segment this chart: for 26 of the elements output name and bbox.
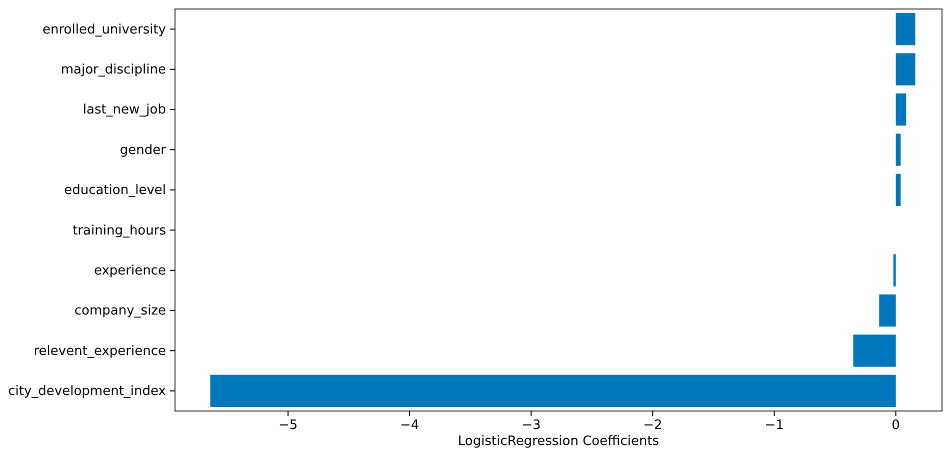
bar: [853, 334, 896, 367]
y-tick-label: company_size: [74, 304, 166, 319]
y-tick-label: gender: [120, 142, 167, 158]
bar: [896, 53, 916, 86]
y-tick-label: education_level: [64, 183, 166, 198]
bar: [896, 174, 901, 206]
y-tick-label: major_discipline: [60, 62, 166, 78]
y-tick-label: enrolled_university: [42, 22, 166, 38]
bar: [896, 13, 916, 46]
bar: [893, 254, 896, 286]
x-tick-label: −4: [400, 418, 420, 434]
bar: [879, 294, 896, 327]
x-tick-label: −1: [764, 418, 784, 434]
y-tick-label: training_hours: [72, 223, 166, 238]
x-tick-label: 0: [892, 418, 900, 434]
bar: [896, 93, 906, 126]
bar: [210, 374, 896, 407]
y-tick-label: relevent_experience: [34, 344, 166, 359]
bar: [896, 134, 901, 166]
x-tick-label: −3: [522, 418, 541, 434]
y-tick-label: last_new_job: [82, 102, 166, 118]
x-tick-label: −5: [278, 418, 298, 434]
x-axis-title: LogisticRegression Coefficients: [458, 434, 660, 449]
x-tick-label: −2: [643, 418, 662, 434]
y-tick-label: experience: [94, 263, 166, 278]
y-tick-label: city_development_index: [8, 384, 166, 400]
